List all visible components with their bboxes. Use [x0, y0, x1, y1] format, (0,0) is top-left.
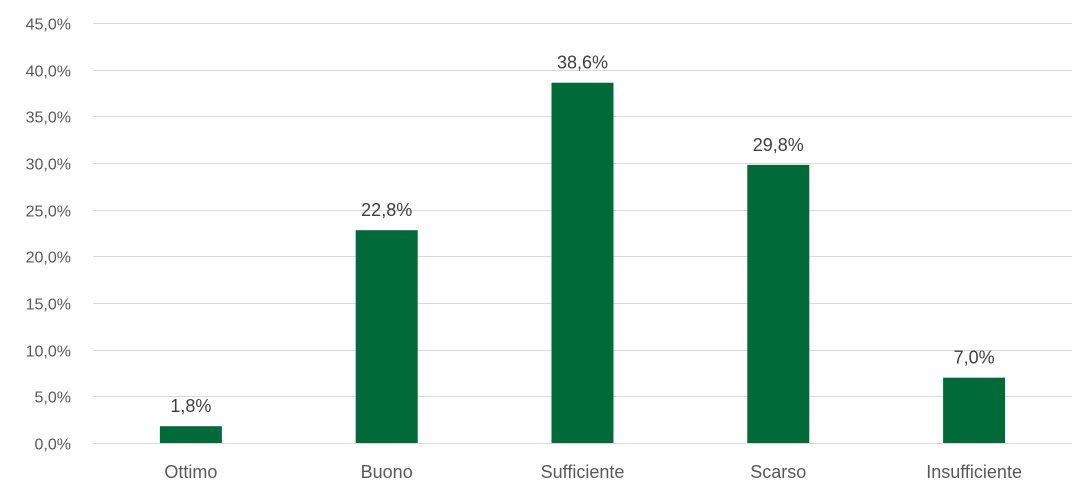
bar-sufficiente: [551, 82, 614, 443]
bar-scarso: [747, 164, 810, 443]
category-label: Sufficiente: [541, 462, 625, 481]
y-axis-tick-labels: 0,0% 5,0% 10,0% 15,0% 20,0% 25,0% 30,0% 35,0% 40…: [26, 17, 71, 454]
bar-buono: [355, 230, 418, 443]
y-tick-label: 40,0%: [26, 64, 71, 81]
y-tick-label: 0,0%: [35, 437, 71, 454]
y-tick-label: 30,0%: [26, 157, 71, 174]
y-tick-label: 25,0%: [26, 204, 71, 221]
category-label: Insufficiente: [926, 462, 1022, 481]
category-label: Scarso: [750, 462, 806, 481]
category-label: Buono: [361, 462, 413, 481]
y-tick-label: 35,0%: [26, 110, 71, 127]
data-label: 1,8%: [170, 396, 211, 416]
y-tick-label: 45,0%: [26, 17, 71, 34]
category-label: Ottimo: [164, 462, 217, 481]
data-label: 7,0%: [954, 348, 995, 368]
y-tick-label: 20,0%: [26, 250, 71, 267]
data-label: 22,8%: [361, 200, 412, 220]
data-label: 29,8%: [753, 135, 804, 155]
y-tick-label: 5,0%: [35, 390, 71, 407]
bar-ottimo: [159, 426, 222, 443]
bar-insufficiente: [943, 377, 1006, 443]
x-axis-category-labels: Ottimo Buono Sufficiente Scarso Insufficient…: [164, 462, 1022, 481]
y-tick-label: 10,0%: [26, 344, 71, 361]
data-labels: 1,8% 22,8% 38,6% 29,8% 7,0%: [170, 53, 994, 416]
y-tick-label: 15,0%: [26, 297, 71, 314]
data-label: 38,6%: [557, 53, 608, 73]
bars: [159, 82, 1006, 443]
